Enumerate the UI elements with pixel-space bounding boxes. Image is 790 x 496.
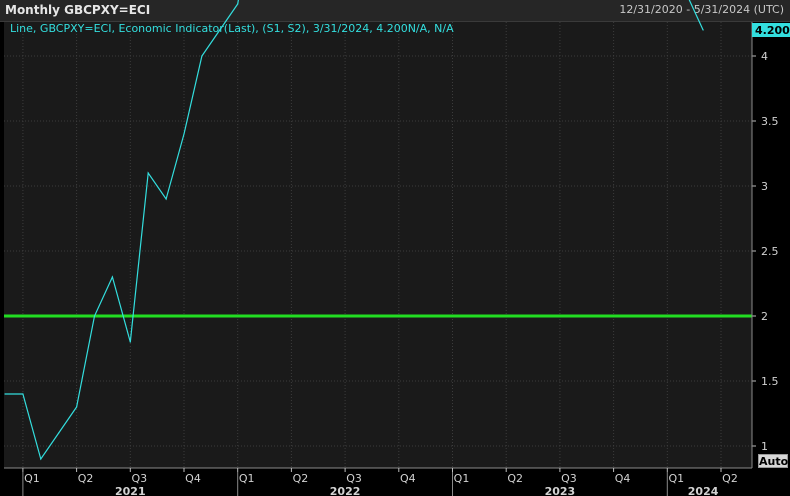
x-tick-label: Q4 bbox=[185, 472, 201, 485]
x-tick-label: Q1 bbox=[239, 472, 255, 485]
series-group bbox=[4, 0, 704, 461]
data-point bbox=[237, 3, 239, 5]
x-year-label: 2024 bbox=[688, 485, 719, 496]
last-value-label: 4.200 bbox=[755, 24, 790, 37]
data-point bbox=[40, 458, 42, 460]
data-point bbox=[183, 133, 185, 135]
x-tick-label: Q1 bbox=[668, 472, 684, 485]
x-tick-label: Q2 bbox=[507, 472, 523, 485]
grid bbox=[4, 22, 752, 468]
data-point bbox=[58, 432, 60, 434]
data-point bbox=[165, 198, 167, 200]
chart-title: Monthly GBCPXY=ECI bbox=[5, 3, 151, 17]
x-tick-label: Q2 bbox=[293, 472, 309, 485]
data-point bbox=[22, 393, 24, 395]
y-tick-label: 1 bbox=[761, 440, 768, 453]
data-point bbox=[4, 393, 6, 395]
data-point bbox=[111, 276, 113, 278]
x-tick-label: Q2 bbox=[78, 472, 94, 485]
data-point bbox=[201, 55, 203, 57]
last-value-box bbox=[752, 23, 790, 37]
x-year-label: 2023 bbox=[545, 485, 576, 496]
data-point bbox=[219, 29, 221, 31]
x-tick-label: Q4 bbox=[400, 472, 416, 485]
data-point bbox=[129, 341, 131, 343]
x-tick-label: Q3 bbox=[346, 472, 362, 485]
x-axis: Q1 Q2 Q3 Q4 Q1 Q2 Q3 Q4 Q1 Q2 Q3 Q4 Q1 Q2 2021 2022 2023… bbox=[4, 467, 752, 496]
chart-header: Monthly GBCPXY=ECI 12/31/2020 - 5/31/202… bbox=[0, 0, 790, 22]
data-point bbox=[76, 406, 78, 408]
x-tick-label: Q4 bbox=[615, 472, 631, 485]
series-line bbox=[5, 0, 704, 461]
auto-scale-button[interactable]: Auto bbox=[758, 454, 789, 468]
y-tick-label: 4 bbox=[761, 50, 768, 63]
date-range[interactable]: 12/31/2020 - 5/31/2024 (UTC) bbox=[619, 3, 784, 16]
x-tick-label: Q2 bbox=[722, 472, 738, 485]
y-axis: 11.522.533.544.555.566.574.200 bbox=[751, 22, 790, 468]
y-tick-label: 2 bbox=[761, 310, 768, 323]
y-tick-label: 3 bbox=[761, 180, 768, 193]
y-tick-label: 2.5 bbox=[761, 245, 779, 258]
data-point bbox=[702, 29, 704, 31]
data-point bbox=[93, 315, 96, 317]
y-tick-label: 3.5 bbox=[761, 115, 779, 128]
x-tick-label: Q3 bbox=[561, 472, 577, 485]
x-tick-label: Q1 bbox=[24, 472, 40, 485]
x-year-label: 2021 bbox=[115, 485, 146, 496]
x-year-label: 2022 bbox=[330, 485, 361, 496]
data-point bbox=[147, 172, 149, 174]
x-tick-label: Q3 bbox=[131, 472, 147, 485]
x-tick-label: Q1 bbox=[454, 472, 470, 485]
y-tick-label: 1.5 bbox=[761, 375, 779, 388]
plot-area bbox=[4, 22, 752, 468]
legend-entry: Line, GBCPXY=ECI, Economic Indicator(Las… bbox=[10, 22, 454, 35]
